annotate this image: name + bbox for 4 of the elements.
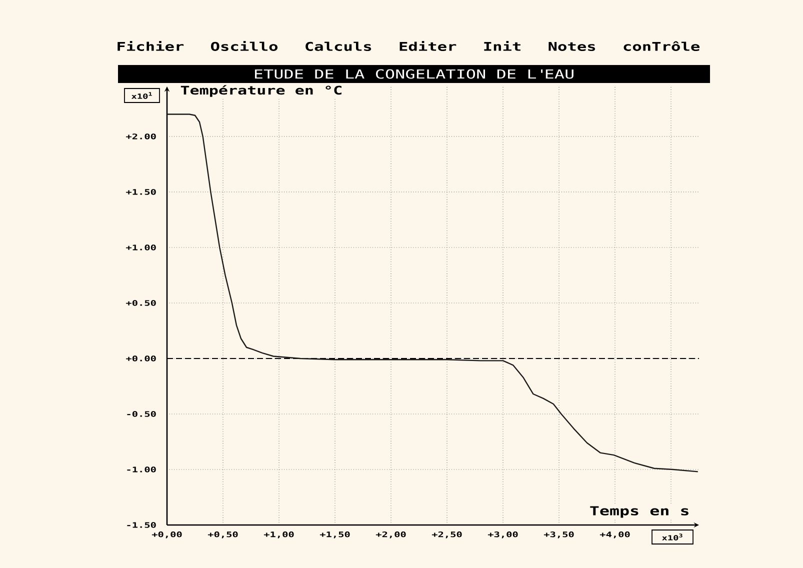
- text: Fichier Oscillo Calculs Editer Init Notes conTrôle: [118, 41, 700, 51]
- chart-title: ETUDE DE LA CONGELATION DE L'EAU: [254, 69, 574, 79]
- x-axis-title: Temps en s: [590, 506, 688, 518]
- y-axis-title: Température en °C: [180, 85, 342, 97]
